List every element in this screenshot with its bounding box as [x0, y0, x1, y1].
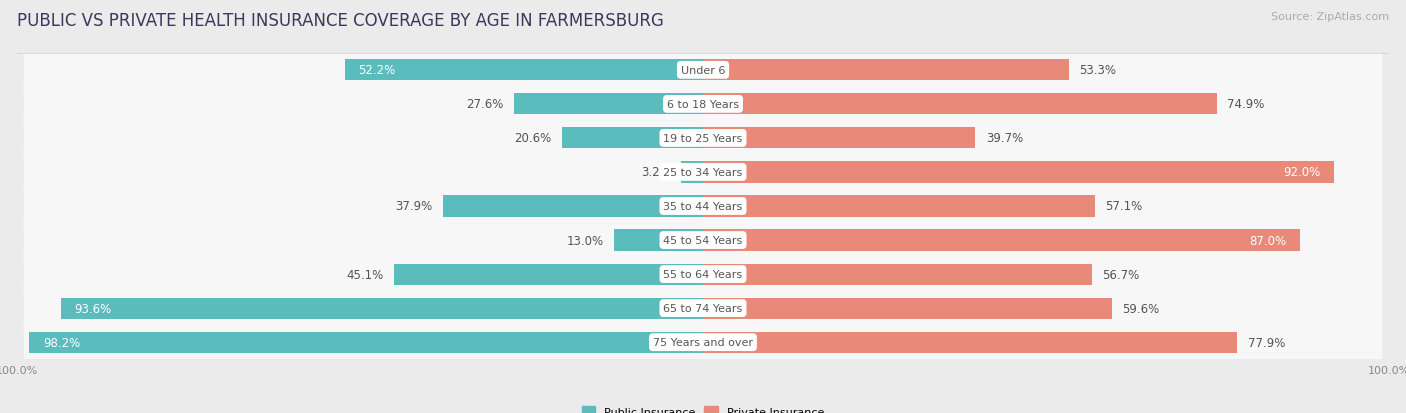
Bar [30, 332, 703, 353]
Bar [561, 128, 703, 149]
Text: 65 to 74 Years: 65 to 74 Years [664, 304, 742, 313]
Bar [394, 264, 703, 285]
Bar [703, 60, 1069, 81]
Bar [681, 162, 703, 183]
Text: 53.3%: 53.3% [1078, 64, 1116, 77]
Text: 27.6%: 27.6% [465, 98, 503, 111]
Text: 55 to 64 Years: 55 to 64 Years [664, 269, 742, 280]
Text: Under 6: Under 6 [681, 66, 725, 76]
FancyBboxPatch shape [24, 139, 1382, 206]
Bar [703, 162, 1334, 183]
Text: 35 to 44 Years: 35 to 44 Years [664, 202, 742, 211]
Bar [703, 230, 1301, 251]
Text: 75 Years and over: 75 Years and over [652, 337, 754, 347]
FancyBboxPatch shape [24, 241, 1382, 308]
Text: 39.7%: 39.7% [986, 132, 1024, 145]
Text: 45 to 54 Years: 45 to 54 Years [664, 235, 742, 245]
FancyBboxPatch shape [24, 105, 1382, 172]
Text: 6 to 18 Years: 6 to 18 Years [666, 100, 740, 109]
Text: PUBLIC VS PRIVATE HEALTH INSURANCE COVERAGE BY AGE IN FARMERSBURG: PUBLIC VS PRIVATE HEALTH INSURANCE COVER… [17, 12, 664, 30]
Text: 59.6%: 59.6% [1122, 302, 1160, 315]
Text: 57.1%: 57.1% [1105, 200, 1142, 213]
Bar [614, 230, 703, 251]
Bar [344, 60, 703, 81]
FancyBboxPatch shape [24, 173, 1382, 240]
Bar [443, 196, 703, 217]
Text: 3.2%: 3.2% [641, 166, 671, 179]
Bar [703, 94, 1218, 115]
Bar [703, 264, 1092, 285]
Text: Source: ZipAtlas.com: Source: ZipAtlas.com [1271, 12, 1389, 22]
FancyBboxPatch shape [24, 37, 1382, 104]
Text: 37.9%: 37.9% [395, 200, 433, 213]
Text: 25 to 34 Years: 25 to 34 Years [664, 168, 742, 178]
Bar [60, 298, 703, 319]
Text: 45.1%: 45.1% [346, 268, 384, 281]
FancyBboxPatch shape [24, 275, 1382, 342]
Bar [703, 298, 1112, 319]
FancyBboxPatch shape [24, 207, 1382, 274]
Bar [703, 332, 1237, 353]
FancyBboxPatch shape [24, 71, 1382, 138]
Bar [513, 94, 703, 115]
Text: 20.6%: 20.6% [515, 132, 551, 145]
Text: 52.2%: 52.2% [359, 64, 396, 77]
Text: 19 to 25 Years: 19 to 25 Years [664, 133, 742, 144]
Text: 13.0%: 13.0% [567, 234, 603, 247]
Text: 98.2%: 98.2% [44, 336, 80, 349]
Text: 87.0%: 87.0% [1249, 234, 1286, 247]
Text: 74.9%: 74.9% [1227, 98, 1264, 111]
Text: 77.9%: 77.9% [1247, 336, 1285, 349]
Text: 92.0%: 92.0% [1284, 166, 1320, 179]
Text: 56.7%: 56.7% [1102, 268, 1140, 281]
Text: 93.6%: 93.6% [75, 302, 111, 315]
Bar [703, 128, 976, 149]
FancyBboxPatch shape [24, 309, 1382, 376]
Legend: Public Insurance, Private Insurance: Public Insurance, Private Insurance [578, 402, 828, 413]
Bar [703, 196, 1095, 217]
